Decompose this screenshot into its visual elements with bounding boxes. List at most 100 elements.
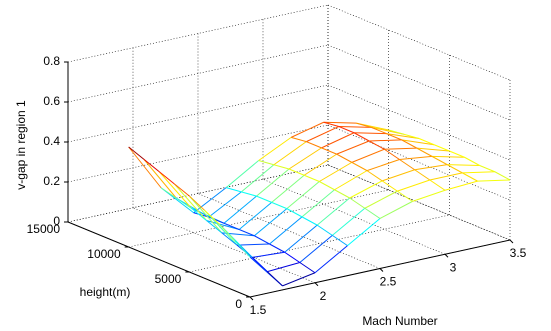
- mesh-edge: [368, 140, 385, 150]
- y-tick-label: 10000: [87, 247, 121, 261]
- mesh-edge: [251, 257, 268, 272]
- y-axis: [67, 221, 251, 298]
- x-tick: [444, 253, 449, 258]
- mesh-edge: [418, 138, 435, 146]
- mesh-edge: [316, 197, 350, 226]
- mesh-edge: [477, 179, 511, 182]
- mesh-edge: [494, 171, 511, 181]
- mesh-edge: [173, 183, 190, 197]
- mesh-edge: [204, 209, 238, 246]
- mesh-edge: [381, 180, 398, 192]
- mesh-edge: [429, 172, 463, 181]
- mesh-edge: [273, 141, 307, 166]
- mesh-edge: [176, 197, 192, 209]
- grid-line: [327, 164, 511, 241]
- mesh-edge: [429, 179, 446, 191]
- mesh-edge: [284, 251, 301, 263]
- mesh-edge: [288, 168, 305, 176]
- mesh-edge: [371, 126, 387, 135]
- mesh-edge: [128, 146, 145, 160]
- mesh-edge: [282, 272, 316, 287]
- mesh-edge: [433, 144, 450, 152]
- mesh-edge: [319, 181, 335, 191]
- mesh-edge: [446, 164, 463, 174]
- mesh-edge: [356, 122, 372, 128]
- mesh-edge: [369, 139, 402, 142]
- mesh-edge: [290, 121, 324, 138]
- mesh-edge: [303, 174, 320, 182]
- mesh-edge: [236, 243, 270, 246]
- mesh-edge: [286, 181, 320, 210]
- x-tick: [509, 239, 514, 244]
- mesh-edge: [353, 132, 370, 142]
- mesh-edge: [266, 271, 283, 287]
- z-tick-label: 0: [53, 214, 60, 228]
- x-tick: [314, 282, 319, 287]
- mesh-edge: [258, 160, 274, 166]
- mesh-edge: [399, 155, 433, 160]
- mesh-edge: [349, 197, 366, 209]
- mesh-edge: [269, 216, 303, 245]
- mesh-edge: [364, 190, 398, 209]
- mesh-edge: [284, 224, 318, 253]
- mesh-edge: [334, 170, 368, 191]
- mesh-edge: [273, 164, 290, 170]
- y-tick-label: 15000: [27, 222, 61, 236]
- mesh-edge: [321, 147, 337, 155]
- mesh-edge: [401, 139, 418, 149]
- mesh-edge: [223, 222, 240, 230]
- mesh-edge: [226, 187, 242, 193]
- mesh-edge: [386, 133, 402, 141]
- mesh-edge: [414, 164, 448, 171]
- mesh-edge: [299, 262, 316, 274]
- mesh-edge: [314, 245, 348, 274]
- mesh-edge: [397, 179, 430, 192]
- mesh-edge: [384, 147, 417, 150]
- mesh-edge: [316, 224, 333, 236]
- y-tick-label: 5000: [155, 272, 182, 286]
- mesh-edge: [401, 139, 435, 146]
- x-tick-label: 3: [450, 260, 457, 274]
- mesh-edge: [332, 207, 366, 236]
- mesh-edge: [303, 153, 337, 176]
- mesh-edge: [403, 133, 420, 139]
- x-tick-label: 2.5: [380, 275, 397, 289]
- mesh-edge: [271, 201, 288, 210]
- mesh-edge: [219, 224, 236, 242]
- y-tick-label: 0: [235, 297, 242, 311]
- mesh-edge: [382, 169, 415, 182]
- mesh-edge: [366, 159, 400, 172]
- mesh-edge: [286, 208, 303, 218]
- mesh-edge: [462, 171, 495, 174]
- mesh-edge: [158, 171, 192, 209]
- x-tick: [379, 268, 384, 272]
- mesh-edge: [301, 216, 318, 226]
- mesh-edge: [223, 195, 257, 224]
- mesh-edge: [347, 218, 381, 247]
- mesh-edge: [258, 136, 292, 161]
- mesh-edge: [238, 229, 255, 237]
- mesh-edge: [319, 161, 353, 182]
- mesh-edge: [351, 161, 368, 172]
- mesh-edge: [191, 207, 207, 222]
- mesh-edge: [379, 200, 413, 219]
- mesh-edge: [479, 165, 496, 173]
- mesh-edge: [288, 147, 322, 170]
- mesh-edge: [414, 169, 431, 181]
- x-tick-label: 1.5: [250, 303, 267, 317]
- mesh-edge: [234, 240, 251, 258]
- mesh-edge: [306, 126, 340, 143]
- x-tick-label: 2: [320, 289, 327, 303]
- mesh-edge: [188, 195, 223, 234]
- mesh-edge: [269, 243, 285, 253]
- mesh-edge: [271, 174, 305, 203]
- grid-line: [327, 44, 511, 121]
- x-axis-label: Mach Number: [362, 314, 437, 328]
- mesh-edge: [254, 235, 270, 245]
- mesh-edge: [128, 146, 162, 189]
- mesh-edge: [384, 148, 400, 160]
- mesh-edge: [336, 140, 370, 155]
- mesh-edge: [388, 129, 404, 135]
- mesh-edge: [447, 164, 480, 166]
